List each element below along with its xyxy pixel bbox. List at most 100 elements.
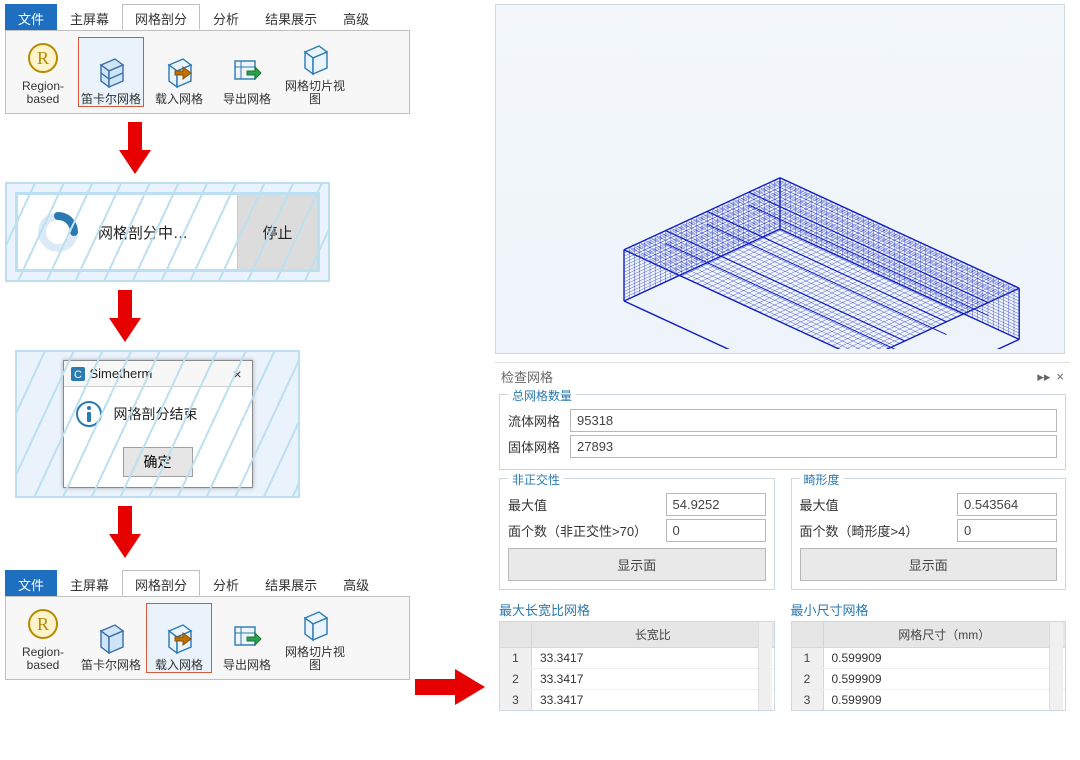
dialog-app-name: Simetherm	[90, 366, 153, 381]
export-mesh-button[interactable]: 导出网格	[214, 37, 280, 107]
panel-title-row: 检查网格 ▸▸ ×	[495, 363, 1070, 390]
import-icon	[159, 51, 199, 91]
arrow-down-icon	[115, 122, 155, 174]
row-index: 1	[792, 648, 824, 668]
skew-max-label: 最大值	[800, 495, 856, 514]
table-row[interactable]: 133.3417	[500, 648, 774, 668]
tab-file[interactable]: 文件	[5, 4, 57, 30]
import-label: 载入网格	[155, 93, 203, 106]
svg-text:C: C	[74, 369, 82, 381]
nonorth-show-button[interactable]: 显示面	[508, 548, 766, 581]
meshing-progress-label: 网格剖分中…	[98, 195, 237, 269]
skew-legend: 畸形度	[800, 471, 844, 488]
nonorth-max-field[interactable]	[666, 493, 766, 516]
import-icon	[159, 617, 199, 657]
tab-result[interactable]: 结果展示	[252, 570, 330, 596]
dialog-body: 网格剖分结束	[64, 387, 252, 441]
down-arrow-1	[105, 122, 165, 174]
skew-count-label: 面个数（畸形度>4）	[800, 521, 920, 540]
nonorth-group: 非正交性 最大值 面个数（非正交性>70） 显示面	[499, 478, 775, 590]
mesh-wireframe-icon	[500, 9, 1060, 349]
dialog-message: 网格剖分结束	[114, 404, 198, 424]
export-label: 导出网格	[223, 659, 271, 672]
tab-mesh[interactable]: 网格剖分	[122, 570, 200, 596]
skew-max-field[interactable]	[957, 493, 1057, 516]
ribbon-bottom-body: R Region-based 笛卡尔网格 载入网格 导出网格 网格切片视图	[5, 596, 410, 680]
panel-close-icon[interactable]: ×	[1056, 369, 1064, 385]
fluid-value-field[interactable]	[570, 409, 1057, 432]
nonorth-legend: 非正交性	[508, 471, 564, 488]
ok-button[interactable]: 确定	[123, 447, 193, 477]
region-icon: R	[23, 604, 63, 644]
tab-analysis[interactable]: 分析	[200, 570, 252, 596]
info-icon	[74, 399, 104, 429]
cartesian-icon	[91, 51, 131, 91]
region-based-button[interactable]: R Region-based	[10, 603, 76, 673]
table-row[interactable]: 333.3417	[500, 689, 774, 710]
tab-file[interactable]: 文件	[5, 570, 57, 596]
tab-mesh[interactable]: 网格剖分	[122, 4, 200, 30]
table-row[interactable]: 30.599909	[792, 689, 1066, 710]
export-mesh-button[interactable]: 导出网格	[214, 603, 280, 673]
slice-view-button[interactable]: 网格切片视图	[282, 37, 348, 107]
svg-text:R: R	[37, 614, 49, 634]
row-value: 0.599909	[824, 669, 1066, 689]
import-mesh-button[interactable]: 载入网格	[146, 603, 212, 673]
ribbon-top-tabs: 文件 主屏幕 网格剖分 分析 结果展示 高级	[5, 4, 410, 30]
dialog-title: C Simetherm	[70, 366, 153, 382]
tab-advanced[interactable]: 高级	[330, 570, 382, 596]
cartesian-label: 笛卡尔网格	[81, 93, 141, 106]
tab-advanced[interactable]: 高级	[330, 4, 382, 30]
import-mesh-button[interactable]: 载入网格	[146, 37, 212, 107]
panel-collapse-icon[interactable]: ▸▸	[1037, 369, 1050, 385]
arrow-down-icon	[105, 290, 145, 342]
ribbon-bottom-tabs: 文件 主屏幕 网格剖分 分析 结果展示 高级	[5, 570, 410, 596]
solid-value-field[interactable]	[570, 435, 1057, 458]
slice-view-button[interactable]: 网格切片视图	[282, 603, 348, 673]
region-based-button[interactable]: R Region-based	[10, 37, 76, 107]
cartesian-mesh-button[interactable]: 笛卡尔网格	[78, 37, 144, 107]
tab-result[interactable]: 结果展示	[252, 4, 330, 30]
cartesian-mesh-button[interactable]: 笛卡尔网格	[78, 603, 144, 673]
arrow-right-icon	[415, 665, 485, 709]
nonorth-max-label: 最大值	[508, 495, 564, 514]
tab-analysis[interactable]: 分析	[200, 4, 252, 30]
region-based-label: Region-based	[11, 80, 75, 106]
cartesian-label: 笛卡尔网格	[81, 659, 141, 672]
aspect-table: 长宽比 133.3417233.3417333.3417	[499, 621, 775, 711]
scrollbar-icon[interactable]	[1049, 622, 1063, 710]
skew-show-button[interactable]: 显示面	[800, 548, 1058, 581]
table-row[interactable]: 233.3417	[500, 668, 774, 689]
row-index: 2	[792, 669, 824, 689]
close-icon[interactable]: ×	[229, 366, 245, 382]
skew-count-field[interactable]	[957, 519, 1057, 542]
slice-icon	[295, 604, 335, 644]
import-label: 载入网格	[155, 659, 203, 672]
slice-label: 网格切片视图	[283, 646, 347, 672]
minsize-section-label: 最小尺寸网格	[791, 600, 1067, 619]
tab-main[interactable]: 主屏幕	[57, 4, 122, 30]
table-row[interactable]: 10.599909	[792, 648, 1066, 668]
region-icon: R	[23, 38, 63, 78]
solid-label: 固体网格	[508, 437, 564, 456]
scrollbar-icon[interactable]	[758, 622, 772, 710]
arrow-down-icon	[105, 506, 145, 558]
export-label: 导出网格	[223, 93, 271, 106]
mesh-viewport[interactable]	[495, 4, 1065, 354]
stop-button[interactable]: 停止	[237, 195, 317, 269]
row-index: 3	[500, 690, 532, 710]
completion-dialog: C Simetherm × 网格剖分结束 确定	[63, 360, 253, 488]
row-value: 0.599909	[824, 690, 1066, 710]
panel-title: 检查网格	[501, 367, 553, 386]
total-mesh-group: 总网格数量 流体网格 固体网格	[499, 394, 1066, 470]
tab-main[interactable]: 主屏幕	[57, 570, 122, 596]
svg-text:R: R	[37, 48, 49, 68]
ribbon-bottom: 文件 主屏幕 网格剖分 分析 结果展示 高级 R Region-based 笛卡…	[5, 570, 410, 680]
ribbon-top-body: R Region-based 笛卡尔网格 载入网格 导出网格	[5, 30, 410, 114]
aspect-section-label: 最大长宽比网格	[499, 600, 775, 619]
cartesian-icon	[91, 617, 131, 657]
nonorth-count-field[interactable]	[666, 519, 766, 542]
minsize-header: 网格尺寸（mm）	[824, 622, 1066, 647]
table-row[interactable]: 20.599909	[792, 668, 1066, 689]
row-index: 1	[500, 648, 532, 668]
